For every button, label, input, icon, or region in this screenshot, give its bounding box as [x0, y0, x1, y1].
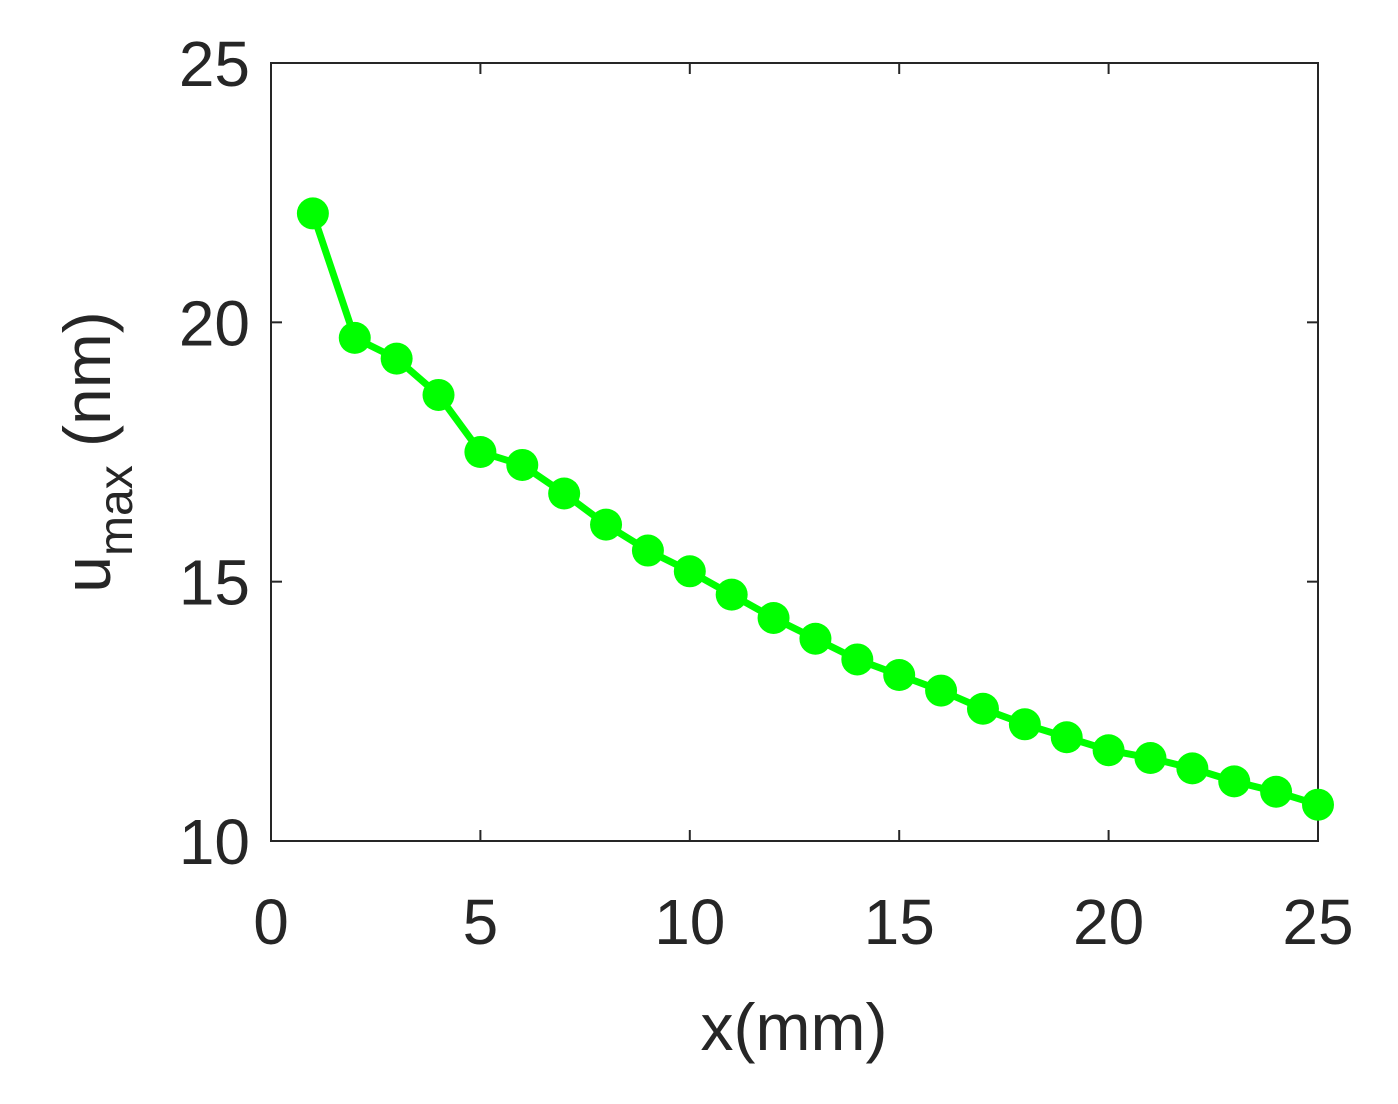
data-point — [422, 378, 455, 411]
y-axis-title: umax (nm) — [50, 311, 143, 592]
data-point — [757, 601, 790, 634]
y-axis: 10 15 20 25 — [179, 28, 1318, 878]
x-axis: 0 5 10 15 20 25 — [253, 63, 1354, 958]
x-tick-label: 10 — [654, 886, 725, 958]
data-point — [464, 436, 497, 468]
x-tick-label: 15 — [864, 886, 935, 958]
data-point — [1092, 734, 1125, 767]
data-point — [548, 477, 581, 510]
data-point — [673, 555, 706, 588]
data-point — [1218, 765, 1251, 798]
data-point — [841, 643, 874, 676]
x-tick-label: 0 — [253, 886, 289, 958]
data-point — [1176, 752, 1209, 785]
data-point — [338, 321, 371, 354]
data-point — [506, 448, 539, 481]
x-tick-label: 25 — [1282, 886, 1353, 958]
data-point — [590, 508, 623, 541]
x-tick-label: 20 — [1073, 886, 1144, 958]
y-axis-title-main: u — [50, 556, 124, 593]
y-axis-title-unit: (nm) — [50, 311, 124, 465]
data-point — [715, 578, 748, 611]
y-tick-label: 15 — [179, 547, 250, 619]
x-tick-label: 5 — [463, 886, 499, 958]
data-point — [925, 674, 958, 707]
plot-area — [270, 62, 1319, 842]
data-point — [1260, 775, 1293, 808]
data-point — [1008, 708, 1041, 741]
y-axis-title-subscript: max — [90, 465, 143, 556]
y-tick-label: 25 — [179, 28, 250, 100]
data-point — [966, 692, 999, 725]
data-point — [631, 534, 664, 567]
data-point — [799, 622, 832, 655]
data-point — [1134, 742, 1167, 775]
data-point — [1050, 721, 1083, 754]
y-tick-label: 20 — [179, 287, 250, 359]
data-point — [380, 342, 413, 375]
data-point — [1302, 788, 1334, 821]
series-markers — [296, 197, 1334, 821]
y-tick-label: 10 — [179, 806, 250, 878]
data-point — [296, 197, 329, 230]
x-axis-title: x(mm) — [701, 990, 888, 1064]
data-point — [883, 659, 916, 692]
